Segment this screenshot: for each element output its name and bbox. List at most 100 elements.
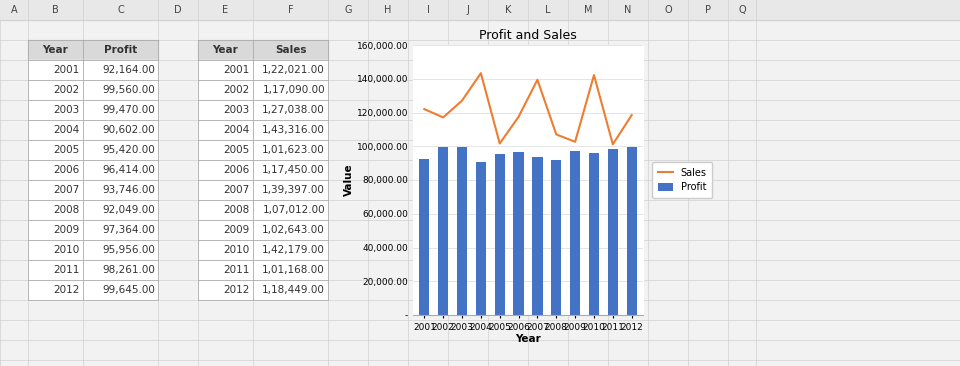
- Sales: [607, 142, 618, 146]
- Y-axis label: Value: Value: [344, 164, 353, 196]
- Text: 2005: 2005: [224, 145, 250, 155]
- Bar: [28, 180, 158, 200]
- Text: 97,364.00: 97,364.00: [102, 225, 155, 235]
- Bar: [198, 40, 328, 60]
- Bar: [28, 120, 158, 140]
- Text: 1,17,450.00: 1,17,450.00: [262, 165, 325, 175]
- Bar: [198, 100, 328, 120]
- Bar: [198, 180, 328, 200]
- Text: 2006: 2006: [54, 165, 80, 175]
- Bar: [198, 60, 328, 80]
- Text: 2001: 2001: [54, 65, 80, 75]
- Text: 2007: 2007: [54, 185, 80, 195]
- Text: 2002: 2002: [224, 85, 250, 95]
- Bar: [198, 120, 328, 140]
- Bar: [476, 162, 486, 315]
- Text: 1,42,179.00: 1,42,179.00: [262, 245, 325, 255]
- Text: D: D: [174, 5, 181, 15]
- Bar: [28, 260, 158, 280]
- Text: Sales: Sales: [275, 45, 306, 55]
- Bar: [198, 200, 328, 220]
- Text: 2005: 2005: [54, 145, 80, 155]
- Text: 99,470.00: 99,470.00: [103, 105, 155, 115]
- Text: K: K: [505, 5, 511, 15]
- Text: J: J: [467, 5, 469, 15]
- Bar: [28, 100, 158, 120]
- Bar: [198, 260, 328, 280]
- Bar: [413, 45, 643, 315]
- Bar: [0, 0, 960, 20]
- Text: 1,01,623.00: 1,01,623.00: [262, 145, 325, 155]
- Text: 2010: 2010: [54, 245, 80, 255]
- Text: 1,39,397.00: 1,39,397.00: [262, 185, 325, 195]
- Text: 2003: 2003: [54, 105, 80, 115]
- Text: 2008: 2008: [224, 205, 250, 215]
- Text: 99,560.00: 99,560.00: [103, 85, 155, 95]
- X-axis label: Year: Year: [516, 335, 540, 344]
- Text: Profit: Profit: [104, 45, 137, 55]
- Text: 90,602.00: 90,602.00: [103, 125, 155, 135]
- Bar: [514, 152, 524, 315]
- Text: 2001: 2001: [224, 65, 250, 75]
- Text: 2008: 2008: [54, 205, 80, 215]
- Text: 1,02,643.00: 1,02,643.00: [262, 225, 325, 235]
- Sales: [456, 98, 468, 103]
- Text: 2012: 2012: [54, 285, 80, 295]
- Text: G: G: [345, 5, 351, 15]
- Bar: [28, 160, 158, 180]
- Bar: [28, 200, 158, 220]
- Bar: [28, 40, 158, 60]
- Text: 1,17,090.00: 1,17,090.00: [262, 85, 325, 95]
- Text: 1,07,012.00: 1,07,012.00: [262, 205, 325, 215]
- Title: Profit and Sales: Profit and Sales: [479, 29, 577, 42]
- Text: M: M: [584, 5, 592, 15]
- Text: 95,420.00: 95,420.00: [103, 145, 155, 155]
- Sales: [513, 115, 524, 119]
- Bar: [198, 80, 328, 100]
- Text: 2010: 2010: [224, 245, 250, 255]
- Bar: [551, 160, 562, 315]
- Text: 2009: 2009: [224, 225, 250, 235]
- Bar: [28, 240, 158, 260]
- Text: 2012: 2012: [224, 285, 250, 295]
- Line: Sales: Sales: [424, 73, 632, 144]
- Text: A: A: [11, 5, 17, 15]
- Text: Year: Year: [42, 45, 68, 55]
- Text: 1,01,168.00: 1,01,168.00: [262, 265, 325, 275]
- Sales: [475, 71, 487, 75]
- Text: E: E: [223, 5, 228, 15]
- Bar: [28, 280, 158, 300]
- Text: Year: Year: [212, 45, 238, 55]
- Bar: [588, 153, 599, 315]
- Text: 93,746.00: 93,746.00: [102, 185, 155, 195]
- Bar: [532, 157, 542, 315]
- Text: 1,27,038.00: 1,27,038.00: [262, 105, 325, 115]
- Text: L: L: [545, 5, 551, 15]
- Text: O: O: [664, 5, 672, 15]
- Bar: [457, 147, 468, 315]
- Text: 98,261.00: 98,261.00: [102, 265, 155, 275]
- Text: 95,956.00: 95,956.00: [102, 245, 155, 255]
- Bar: [608, 149, 618, 315]
- Text: 1,22,021.00: 1,22,021.00: [262, 65, 325, 75]
- Sales: [569, 139, 581, 144]
- Text: B: B: [52, 5, 59, 15]
- Text: H: H: [384, 5, 392, 15]
- Bar: [570, 151, 580, 315]
- Bar: [438, 147, 448, 315]
- Bar: [198, 220, 328, 240]
- Bar: [198, 160, 328, 180]
- Sales: [550, 132, 562, 137]
- Text: 96,414.00: 96,414.00: [102, 165, 155, 175]
- Text: Q: Q: [738, 5, 746, 15]
- Legend: Sales, Profit: Sales, Profit: [653, 162, 712, 198]
- Text: 1,43,316.00: 1,43,316.00: [262, 125, 325, 135]
- Text: 2003: 2003: [224, 105, 250, 115]
- Text: 2004: 2004: [54, 125, 80, 135]
- Text: I: I: [426, 5, 429, 15]
- Sales: [438, 115, 449, 120]
- Text: N: N: [624, 5, 632, 15]
- Bar: [28, 80, 158, 100]
- Text: 2007: 2007: [224, 185, 250, 195]
- Bar: [420, 160, 429, 315]
